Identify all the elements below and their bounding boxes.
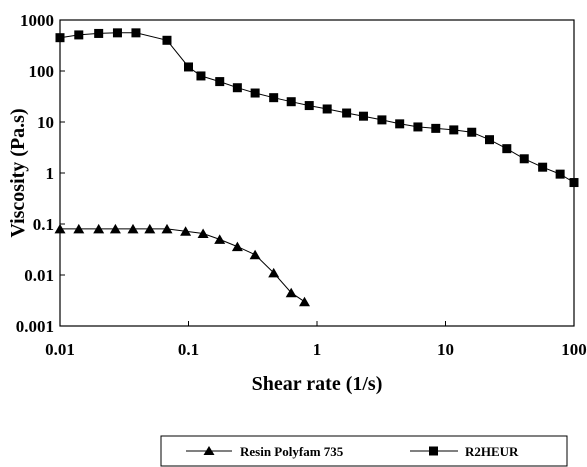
y-tick-label: 0.001 (16, 317, 54, 336)
y-tick-label: 0.1 (33, 215, 54, 234)
data-point (250, 88, 260, 98)
data-point (232, 83, 242, 93)
x-tick-label: 0.01 (45, 340, 75, 359)
data-point (184, 62, 193, 72)
data-point (519, 154, 529, 164)
data-point (249, 249, 261, 260)
data-point (162, 35, 172, 45)
data-point (268, 267, 280, 278)
data-point (144, 223, 156, 234)
data-point (413, 122, 423, 132)
data-point (197, 228, 209, 238)
data-point (395, 119, 405, 129)
x-tick-label: 10 (437, 340, 454, 359)
x-tick-label: 1 (313, 340, 322, 359)
data-point (55, 33, 65, 43)
data-point (54, 223, 66, 234)
data-point (555, 169, 565, 179)
x-tick-label: 100 (561, 340, 587, 359)
y-axis: 1000 100 10 1 0.1 0.01 0.001 (16, 11, 65, 336)
x-axis-title: Shear rate (1/s) (252, 373, 383, 395)
data-point (214, 234, 226, 244)
data-point (73, 223, 85, 234)
data-point (285, 287, 297, 298)
data-point (109, 223, 121, 234)
data-point (342, 108, 352, 118)
data-point (74, 30, 84, 40)
data-point (431, 123, 441, 133)
data-point (538, 162, 548, 172)
legend-marker-triangle (203, 446, 215, 455)
data-point (112, 28, 122, 38)
legend-marker-square (429, 446, 438, 456)
data-point (304, 101, 314, 111)
data-point (269, 93, 279, 103)
series-r2heur (55, 28, 579, 188)
legend-label-resin: Resin Polyfam 735 (240, 444, 344, 459)
legend-label-r2heur: R2HEUR (465, 444, 519, 459)
data-point (231, 241, 243, 252)
data-point (286, 97, 296, 107)
x-axis: 0.01 0.1 1 10 100 (45, 321, 587, 359)
data-point (94, 28, 104, 38)
series-resin-polyfam-735 (54, 223, 310, 307)
legend: Resin Polyfam 735 R2HEUR (160, 435, 568, 467)
data-point (131, 28, 141, 38)
plot-area (59, 19, 575, 327)
y-tick-label: 0.01 (24, 266, 54, 285)
data-point (485, 135, 495, 145)
data-point (449, 125, 459, 135)
data-point (196, 71, 206, 81)
data-point (180, 226, 192, 236)
data-point (161, 223, 173, 234)
data-point (358, 111, 368, 121)
y-tick-label: 100 (29, 62, 55, 81)
data-point (127, 223, 139, 234)
series-layer (54, 28, 579, 307)
y-tick-label: 1 (46, 164, 55, 183)
data-point (467, 127, 477, 137)
data-point (502, 144, 512, 154)
x-tick-label: 0.1 (178, 340, 199, 359)
y-axis-title: Viscosity (Pa.s) (7, 108, 29, 237)
data-point (322, 104, 332, 114)
data-point (215, 77, 225, 87)
y-tick-label: 10 (37, 113, 54, 132)
y-tick-label: 1000 (20, 11, 54, 30)
data-point (93, 223, 105, 234)
data-point (569, 178, 579, 188)
data-point (377, 115, 387, 125)
data-point (299, 296, 310, 307)
